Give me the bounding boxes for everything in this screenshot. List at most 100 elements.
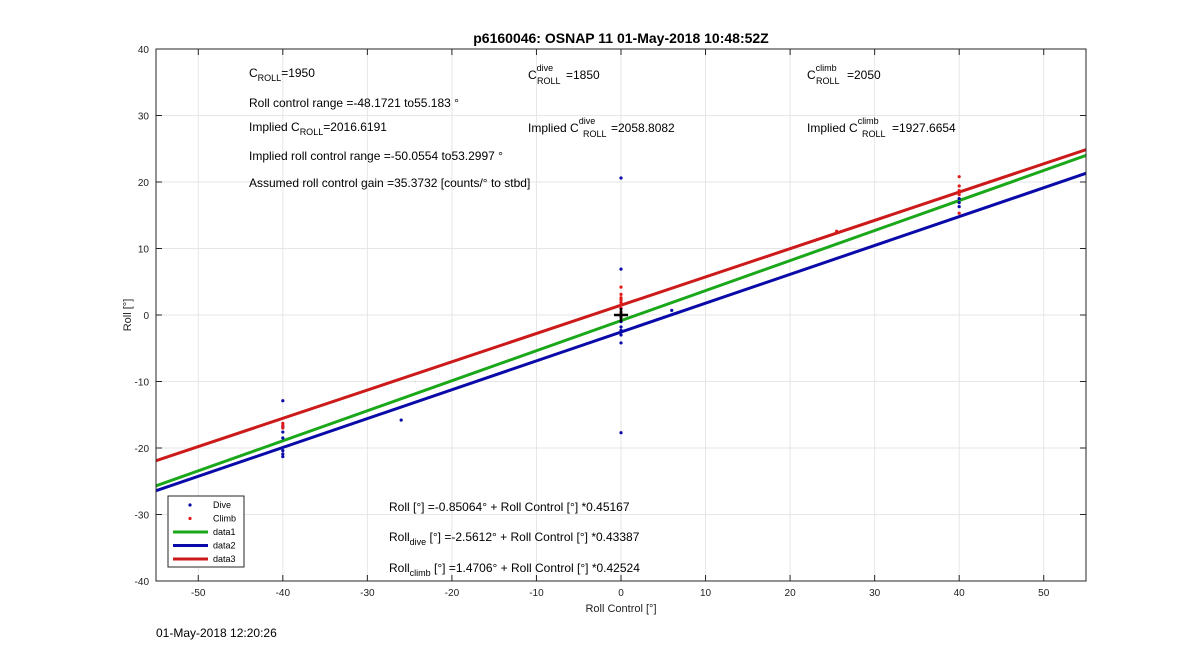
climb-point xyxy=(957,175,961,179)
annotation-implied-c-roll-dive-sup: dive xyxy=(579,116,596,126)
dive-point xyxy=(957,201,961,205)
annotation-implied-c-roll-climb-value: =1927.6654 xyxy=(892,121,956,135)
climb-point xyxy=(619,303,623,307)
y-tick-label: -20 xyxy=(135,444,150,455)
climb-point xyxy=(281,423,285,427)
annotation-fit-climb: Rollclimb [°] =1.4706° + Roll Control [°… xyxy=(389,561,640,578)
annotation-implied-c-roll-sub: ROLL xyxy=(300,127,324,137)
x-tick-label: -50 xyxy=(191,588,206,599)
climb-point xyxy=(281,426,285,430)
x-tick-label: 30 xyxy=(869,588,881,599)
fit-line-data2 xyxy=(156,171,1086,493)
annotation-c-roll-climb-sup: climb xyxy=(816,63,837,73)
annotation-c-roll-sub: ROLL xyxy=(258,73,282,83)
dive-point xyxy=(281,452,285,456)
legend-label-data3: data3 xyxy=(213,554,236,564)
zero-marker xyxy=(614,308,628,322)
annotation-c-roll-dive-value: =1850 xyxy=(566,68,600,82)
legend-label-data2: data2 xyxy=(213,541,236,551)
annotation-fit-climb-pre: Roll xyxy=(389,561,410,575)
annotation-c-roll: CROLL=1950 xyxy=(249,66,315,83)
legend-swatch-dive xyxy=(188,503,192,507)
dive-point xyxy=(281,399,285,403)
climb-point xyxy=(619,300,623,304)
chart-title: p6160046: OSNAP 11 01-May-2018 10:48:52Z xyxy=(473,30,769,46)
annotation-implied-c-roll-climb-sup: climb xyxy=(858,116,879,126)
dive-point xyxy=(399,418,403,422)
y-tick-label: 0 xyxy=(143,311,149,322)
dive-point xyxy=(619,431,623,435)
legend-label-data1: data1 xyxy=(213,527,236,537)
annotation-fit-dive: Rolldive [°] =-2.5612° + Roll Control [°… xyxy=(389,530,640,547)
annotation-implied-c-roll-climb-pre: Implied C xyxy=(807,121,858,135)
x-tick-label: 0 xyxy=(618,588,624,599)
annotation-fit-climb-sub: climb xyxy=(410,568,431,578)
x-tick-label: -30 xyxy=(360,588,375,599)
y-tick-label: 40 xyxy=(138,45,150,56)
annotation-c-roll-climb: Cclimb ROLL =2050 xyxy=(807,63,881,86)
x-tick-label: 20 xyxy=(785,588,797,599)
climb-point xyxy=(619,292,623,296)
dive-point xyxy=(619,328,623,332)
axis-ticks: -50 -40 -30 -20 -10 0 10 20 30 40 50 -40 -30 -20 -10 0 1… xyxy=(135,45,1086,599)
annotation-fit-all: Roll [°] =-0.85064° + Roll Control [°] *… xyxy=(389,500,630,514)
climb-point xyxy=(957,193,961,197)
legend-label-climb: Climb xyxy=(213,514,236,524)
annotation-c-roll-climb-base: C xyxy=(807,68,816,82)
y-tick-label: -10 xyxy=(135,378,150,389)
annotation-roll-range: Roll control range =-48.1721 to55.183 ° xyxy=(249,96,459,110)
print-timestamp: 01-May-2018 12:20:26 xyxy=(156,626,277,640)
legend: Dive Climb data1 data2 data3 xyxy=(167,495,245,568)
annotation-c-roll-dive: Cdive ROLL =1850 xyxy=(528,63,600,86)
dive-point xyxy=(957,197,961,201)
annotation-implied-c-roll-value: =2016.6191 xyxy=(323,120,387,134)
annotation-implied-c-roll: Implied CROLL=2016.6191 xyxy=(249,120,387,137)
annotation-implied-c-roll-dive-sub: ROLL xyxy=(583,129,607,139)
annotation-implied-c-roll-climb: Implied Cclimb ROLL =1927.6654 xyxy=(807,116,956,139)
dive-point xyxy=(619,341,623,345)
legend-swatch-climb xyxy=(188,516,192,521)
annotation-implied-c-roll-dive: Implied Cdive ROLL =2058.8082 xyxy=(528,116,675,139)
y-tick-label: 20 xyxy=(138,178,150,189)
x-tick-label: -20 xyxy=(445,588,460,599)
x-tick-label: 40 xyxy=(954,588,966,599)
annotation-fit-dive-sub: dive xyxy=(410,537,427,547)
dive-point xyxy=(619,325,623,329)
y-tick-label: 30 xyxy=(138,112,150,123)
dive-point xyxy=(619,333,623,337)
annotation-implied-c-roll-dive-pre: Implied C xyxy=(528,121,579,135)
dive-point xyxy=(281,455,285,459)
climb-point xyxy=(957,184,961,188)
x-tick-label: -40 xyxy=(276,588,291,599)
annotation-fit-dive-value: [°] =-2.5612° + Roll Control [°] *0.4338… xyxy=(426,530,640,544)
dive-point xyxy=(281,436,285,440)
dive-point xyxy=(619,176,623,180)
dive-point xyxy=(619,267,623,271)
y-tick-label: -40 xyxy=(135,577,150,588)
annotation-implied-c-roll-dive-value: =2058.8082 xyxy=(611,121,675,135)
annotation-c-roll-base: C xyxy=(249,66,258,80)
annotation-implied-c-roll-pre: Implied C xyxy=(249,120,300,134)
climb-point xyxy=(957,211,961,215)
y-axis-label: Roll [°] xyxy=(122,299,134,332)
climb-point xyxy=(619,298,623,302)
climb-point xyxy=(957,189,961,193)
annotation-c-roll-climb-sub: ROLL xyxy=(816,76,840,86)
dive-point xyxy=(281,449,285,453)
y-tick-label: 10 xyxy=(138,245,150,256)
dive-point xyxy=(957,205,961,209)
annotation-c-roll-climb-value: =2050 xyxy=(847,68,881,82)
x-tick-label: 50 xyxy=(1038,588,1050,599)
annotation-c-roll-dive-sup: dive xyxy=(537,63,554,73)
x-axis-label: Roll Control [°] xyxy=(585,603,656,615)
legend-label-dive: Dive xyxy=(213,500,231,510)
annotation-fit-dive-pre: Roll xyxy=(389,530,410,544)
annotation-implied-c-roll-climb-sub: ROLL xyxy=(862,129,886,139)
y-tick-label: -30 xyxy=(135,511,150,522)
annotation-c-roll-dive-base: C xyxy=(528,68,537,82)
x-tick-label: -10 xyxy=(529,588,544,599)
climb-point xyxy=(834,229,839,233)
annotation-gain: Assumed roll control gain =35.3732 [coun… xyxy=(249,176,530,190)
